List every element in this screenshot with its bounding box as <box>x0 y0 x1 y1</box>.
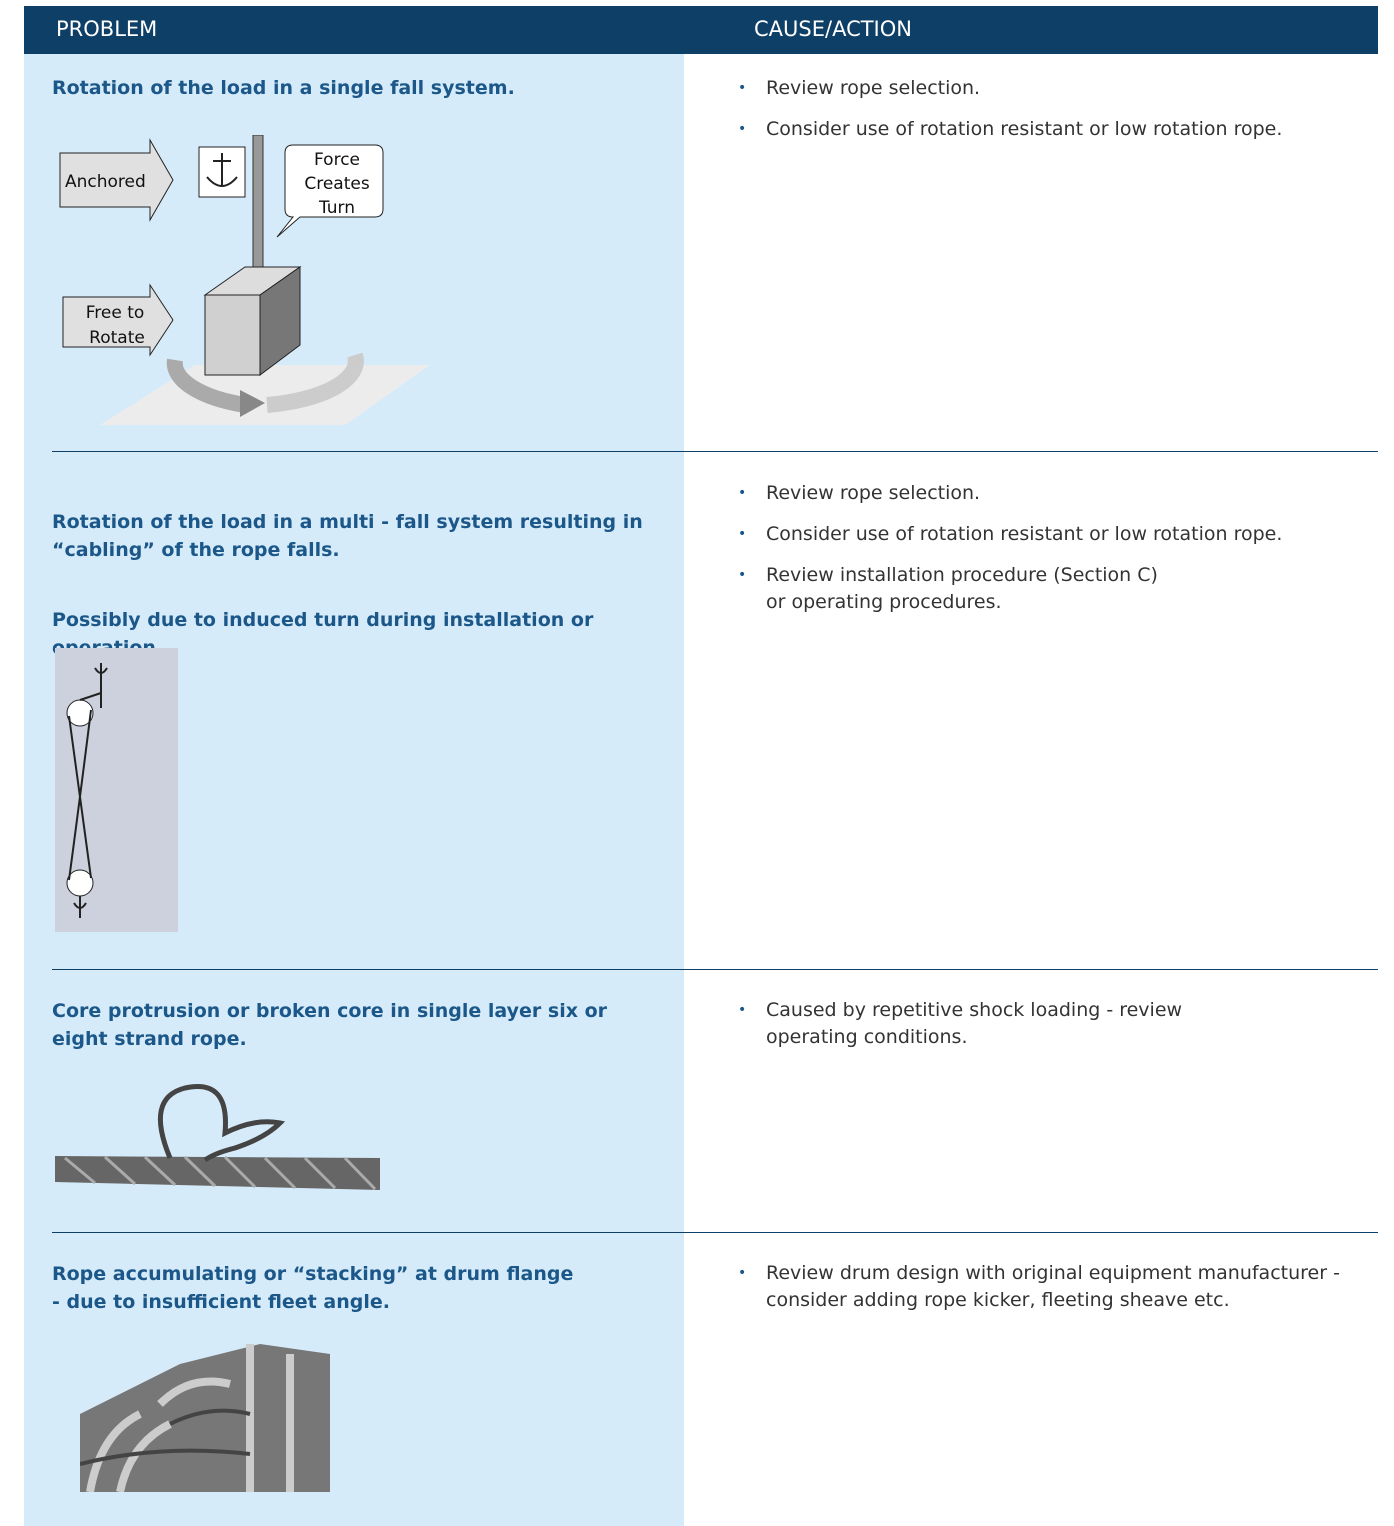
figure-label: Force <box>314 150 360 170</box>
problem-text: Rotation of the load in a multi - fall s… <box>52 511 643 561</box>
actions: Review drum design with original equipme… <box>738 1260 1378 1328</box>
actions: Review rope selection. Consider use of r… <box>738 480 1378 630</box>
action: Consider use of rotation resistant or lo… <box>738 521 1378 548</box>
header-cause: CAUSE/ACTION <box>754 17 912 41</box>
problem-text: Rotation of the load in a single fall sy… <box>52 77 515 99</box>
action: Consider use of rotation resistant or lo… <box>738 116 1378 143</box>
core-protrusion-photo <box>55 1084 380 1191</box>
actions: Review rope selection. Consider use of r… <box>738 75 1378 157</box>
problem: Rope accumulating or “stacking” at drum … <box>52 1260 672 1330</box>
figure-label: Rotate <box>89 328 145 348</box>
row-separator <box>52 451 1378 452</box>
figure-label: Creates <box>304 174 369 194</box>
table-header: PROBLEM CAUSE/ACTION <box>24 6 1378 54</box>
row-separator <box>52 969 1378 970</box>
rotation-diagram: Anchored Free to Rotate Force Creates Tu… <box>59 135 430 425</box>
row-separator <box>52 1232 1378 1233</box>
cabling-diagram <box>55 648 178 932</box>
figure-label: Turn <box>318 198 355 218</box>
action: Review installation procedure (Section C… <box>738 562 1378 616</box>
problem-text: Rope accumulating or “stacking” at drum … <box>52 1263 574 1313</box>
problem-text: Core protrusion or broken core in single… <box>52 1000 608 1050</box>
action: Review rope selection. <box>738 480 1378 507</box>
header-problem: PROBLEM <box>56 17 158 41</box>
problem: Rotation of the load in a single fall sy… <box>52 74 672 116</box>
figure-label: Free to <box>86 303 145 323</box>
actions: Caused by repetitive shock loading - rev… <box>738 997 1378 1065</box>
problem: Core protrusion or broken core in single… <box>52 997 672 1067</box>
action: Review drum design with original equipme… <box>738 1260 1378 1314</box>
action: Caused by repetitive shock loading - rev… <box>738 997 1378 1051</box>
stacking-photo <box>80 1344 330 1492</box>
figure-label: Anchored <box>65 172 146 192</box>
action: Review rope selection. <box>738 75 1378 102</box>
